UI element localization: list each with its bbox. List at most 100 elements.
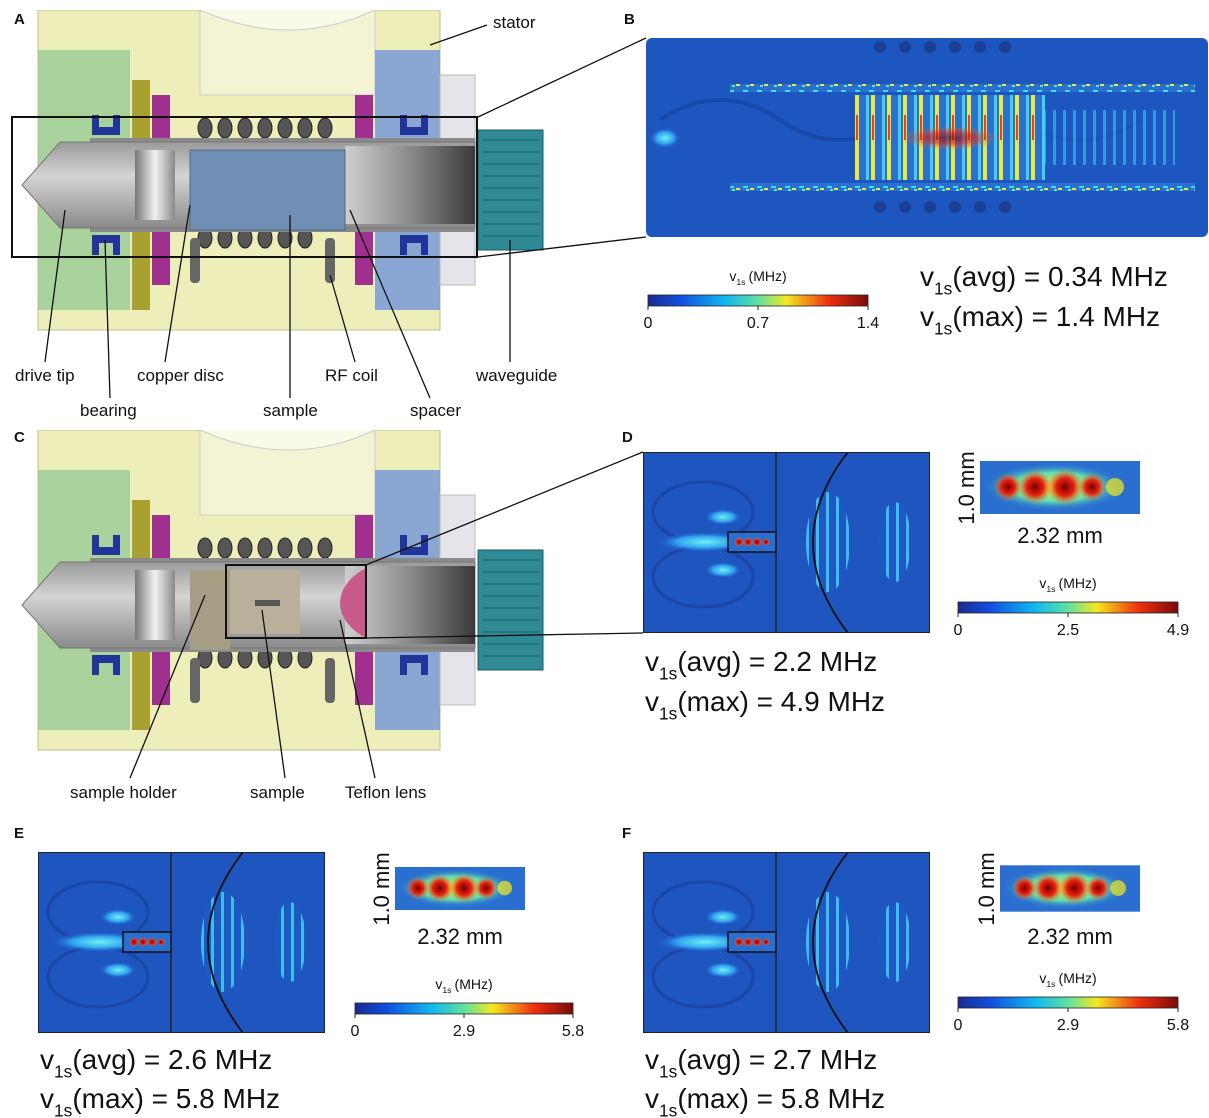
colorbar-tick-label: 5.8 bbox=[1167, 1017, 1189, 1034]
heatmap-b-part-part bbox=[974, 41, 986, 53]
colorbar-label: v1s(MHz) bbox=[435, 976, 492, 995]
colorbar-tick-label: 0 bbox=[644, 315, 653, 332]
heatmap-b-part-part bbox=[899, 201, 911, 213]
heatmap-b-part-part bbox=[999, 41, 1011, 53]
inset-f bbox=[1000, 865, 1140, 911]
heatmap-b-part-part bbox=[899, 41, 911, 53]
subscript: 1s bbox=[1046, 584, 1056, 594]
colorbar-tick-label: 4.9 bbox=[1167, 622, 1189, 639]
inset-d bbox=[980, 461, 1140, 514]
colorbar-label: v1s(MHz) bbox=[1039, 970, 1096, 989]
subscript: 1s bbox=[442, 985, 452, 995]
symbol: v bbox=[435, 976, 442, 992]
scale-height: 1.0 mm bbox=[369, 852, 394, 925]
text: (max) = 5.8 MHz bbox=[677, 1083, 885, 1114]
heatmap-b bbox=[646, 38, 1208, 237]
stat: v1s(max) = 5.8 MHz bbox=[40, 1083, 280, 1118]
panel-label: C bbox=[14, 429, 25, 446]
cross-section-c-part bbox=[255, 600, 280, 606]
colorbar bbox=[958, 602, 1178, 613]
colorbar-tick-label: 0 bbox=[351, 1023, 360, 1040]
symbol: v bbox=[1039, 575, 1046, 591]
text: (MHz) bbox=[1059, 575, 1097, 591]
colorbar-tick-label: 2.9 bbox=[453, 1023, 475, 1040]
annotation: Teflon lens bbox=[345, 783, 426, 802]
heatmap-b-part-part bbox=[999, 201, 1011, 213]
heatmap-b-part-part bbox=[974, 201, 986, 213]
colorbar-tick-label: 0 bbox=[954, 1017, 963, 1034]
text: (max) = 1.4 MHz bbox=[952, 301, 1160, 332]
subscript: 1s bbox=[1046, 979, 1056, 989]
cross-section-c-part bbox=[190, 570, 230, 650]
stat: v1s(avg) = 2.7 MHz bbox=[645, 1044, 877, 1081]
heatmap-b-part-part bbox=[924, 201, 936, 213]
scale-height: 1.0 mm bbox=[974, 852, 999, 925]
heatmap-b-part-part bbox=[949, 41, 961, 53]
heatmap-b-part bbox=[900, 126, 1000, 150]
figure: ABCDEFstatordrive tipbearingcopper discs… bbox=[0, 0, 1209, 1118]
text: (avg) = 2.2 MHz bbox=[677, 646, 877, 677]
subscript: 1s bbox=[934, 318, 953, 338]
subscript: 1s bbox=[54, 1061, 73, 1081]
subscript: 1s bbox=[659, 663, 678, 683]
stat: v1s(max) = 1.4 MHz bbox=[920, 301, 1160, 338]
stat: v1s(avg) = 2.6 MHz bbox=[40, 1044, 272, 1081]
subscript: 1s bbox=[934, 278, 953, 298]
heatmap-b-part bbox=[730, 183, 1195, 191]
colorbar-tick-label: 2.5 bbox=[1057, 622, 1079, 639]
heatmap-b-part bbox=[650, 128, 680, 148]
subscript: 1s bbox=[54, 1100, 73, 1118]
scale-width: 2.32 mm bbox=[417, 924, 503, 949]
stat: v1s(avg) = 2.2 MHz bbox=[645, 646, 877, 683]
scale-width: 2.32 mm bbox=[1027, 924, 1113, 949]
panel-label: D bbox=[622, 429, 633, 446]
heatmap-b-part-part bbox=[874, 41, 886, 53]
text: (avg) = 2.7 MHz bbox=[677, 1044, 877, 1075]
stat: v1s(max) = 5.8 MHz bbox=[645, 1083, 885, 1118]
symbol: v bbox=[729, 268, 736, 284]
panel-label: A bbox=[14, 11, 25, 28]
scale-height: 1.0 mm bbox=[954, 451, 979, 524]
annotation: sample holder bbox=[70, 783, 177, 802]
stat: v1s(avg) = 0.34 MHz bbox=[920, 261, 1168, 298]
panel-label: E bbox=[14, 825, 24, 842]
annotation: copper disc bbox=[137, 366, 224, 385]
symbol: v bbox=[645, 1044, 659, 1075]
heatmap-b-part bbox=[730, 84, 1195, 92]
cross-section-a-part bbox=[190, 150, 345, 230]
annotation: sample bbox=[250, 783, 305, 802]
panel-label: F bbox=[622, 825, 631, 842]
text: (avg) = 0.34 MHz bbox=[952, 261, 1168, 292]
symbol: v bbox=[645, 646, 659, 677]
symbol: v bbox=[40, 1044, 54, 1075]
heatmap-b-part-part bbox=[874, 201, 886, 213]
colorbar-tick-label: 0 bbox=[954, 622, 963, 639]
text: (avg) = 2.6 MHz bbox=[72, 1044, 272, 1075]
text: (MHz) bbox=[1059, 970, 1097, 986]
heatmap-d bbox=[643, 452, 930, 633]
colorbar bbox=[958, 997, 1178, 1008]
heatmap-b-part-part bbox=[924, 41, 936, 53]
colorbar bbox=[355, 1003, 573, 1014]
text: (max) = 5.8 MHz bbox=[72, 1083, 280, 1114]
stat: v1s(max) = 4.9 MHz bbox=[645, 686, 885, 723]
heatmap-e bbox=[38, 852, 325, 1033]
text: (MHz) bbox=[749, 268, 787, 284]
cross-section-c bbox=[22, 430, 643, 778]
subscript: 1s bbox=[659, 1100, 678, 1118]
annotation: bearing bbox=[80, 401, 137, 420]
cross-section-a bbox=[12, 10, 646, 398]
heatmap-f bbox=[643, 852, 930, 1033]
symbol: v bbox=[920, 261, 934, 292]
colorbar-label: v1s(MHz) bbox=[729, 268, 786, 287]
subscript: 1s bbox=[659, 703, 678, 723]
symbol: v bbox=[645, 1083, 659, 1114]
colorbar bbox=[648, 295, 868, 306]
colorbar-tick-label: 0.7 bbox=[747, 315, 769, 332]
annotation: spacer bbox=[410, 401, 461, 420]
heatmap-b-part-part bbox=[949, 201, 961, 213]
scale-width: 2.32 mm bbox=[1017, 523, 1103, 548]
symbol: v bbox=[1039, 970, 1046, 986]
panel-label: B bbox=[624, 11, 635, 28]
subscript: 1s bbox=[736, 277, 746, 287]
